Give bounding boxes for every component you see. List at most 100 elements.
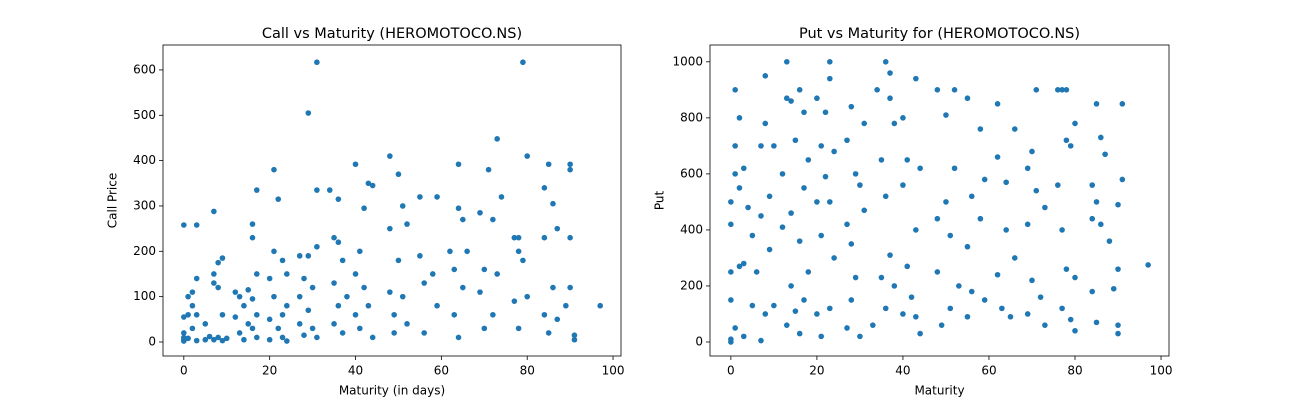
point — [236, 330, 243, 336]
point — [451, 311, 458, 318]
point — [771, 302, 777, 309]
y-tick-label: 100 — [133, 289, 156, 303]
point — [917, 165, 923, 172]
point — [848, 103, 855, 110]
point — [1102, 151, 1108, 158]
point — [1029, 277, 1035, 284]
point — [745, 204, 751, 211]
point — [301, 275, 307, 282]
point — [994, 101, 1001, 107]
point — [801, 185, 807, 191]
point — [279, 334, 286, 341]
point — [913, 227, 919, 233]
point — [524, 293, 531, 300]
point — [245, 287, 252, 293]
point — [391, 330, 397, 336]
point — [827, 59, 833, 65]
y-tick-label: 0 — [695, 334, 703, 348]
point — [511, 234, 518, 241]
point — [900, 115, 906, 121]
point — [968, 193, 975, 200]
x-axis-label: Maturity (in days) — [339, 384, 445, 398]
point — [1145, 262, 1151, 268]
point — [934, 215, 941, 222]
point — [1093, 319, 1100, 326]
point — [1011, 255, 1018, 261]
point — [783, 59, 790, 65]
point — [545, 161, 552, 168]
point — [241, 336, 247, 343]
point — [253, 187, 260, 193]
point — [913, 313, 919, 320]
point — [1042, 204, 1048, 211]
point — [490, 216, 496, 223]
point — [1089, 215, 1096, 222]
x-tick-label: 0 — [180, 364, 188, 378]
y-tick-label: 200 — [680, 278, 703, 292]
point — [1042, 322, 1048, 328]
point — [891, 120, 898, 127]
point — [1063, 87, 1070, 93]
point — [1115, 322, 1121, 328]
point — [861, 207, 868, 214]
point — [331, 280, 337, 286]
point — [887, 252, 893, 258]
point — [1059, 305, 1065, 312]
point — [219, 255, 226, 261]
point — [460, 284, 466, 291]
y-tick-label: 400 — [133, 153, 156, 167]
point — [193, 275, 200, 282]
x-tick-label: 40 — [895, 364, 910, 378]
point — [1093, 101, 1100, 107]
point — [1115, 201, 1121, 208]
point — [429, 271, 436, 277]
point — [766, 193, 773, 200]
point — [732, 171, 738, 177]
point — [597, 302, 603, 309]
point — [818, 143, 825, 149]
point — [339, 257, 346, 264]
point — [758, 213, 764, 219]
point — [1054, 87, 1061, 93]
point — [245, 321, 252, 327]
point — [844, 137, 850, 144]
point — [1024, 165, 1031, 172]
point — [779, 224, 786, 230]
point — [434, 302, 440, 309]
point — [1098, 221, 1104, 228]
x-tick-label: 80 — [520, 364, 535, 378]
point — [352, 271, 359, 277]
point — [857, 182, 863, 188]
x-tick-label: 80 — [1067, 364, 1082, 378]
point — [399, 293, 406, 300]
point — [736, 115, 743, 121]
point — [878, 157, 885, 163]
point — [460, 216, 466, 223]
point — [455, 205, 462, 212]
point — [1024, 311, 1031, 317]
point — [399, 203, 406, 209]
x-tick-label: 100 — [602, 364, 625, 378]
point — [477, 289, 483, 295]
point — [964, 313, 971, 320]
point — [943, 199, 949, 205]
point — [818, 333, 825, 340]
point — [848, 297, 855, 303]
point — [352, 161, 359, 168]
point — [211, 208, 217, 215]
point — [1033, 87, 1040, 93]
point — [891, 283, 898, 289]
point — [335, 196, 342, 202]
x-axis-label: Maturity — [914, 384, 964, 398]
point — [279, 257, 286, 264]
point — [202, 321, 209, 327]
point — [206, 333, 213, 340]
point — [193, 311, 200, 318]
point — [202, 336, 209, 343]
y-tick-label: 0 — [148, 334, 156, 348]
point — [520, 257, 526, 264]
point — [305, 110, 312, 116]
point — [541, 234, 548, 241]
point — [275, 325, 282, 332]
